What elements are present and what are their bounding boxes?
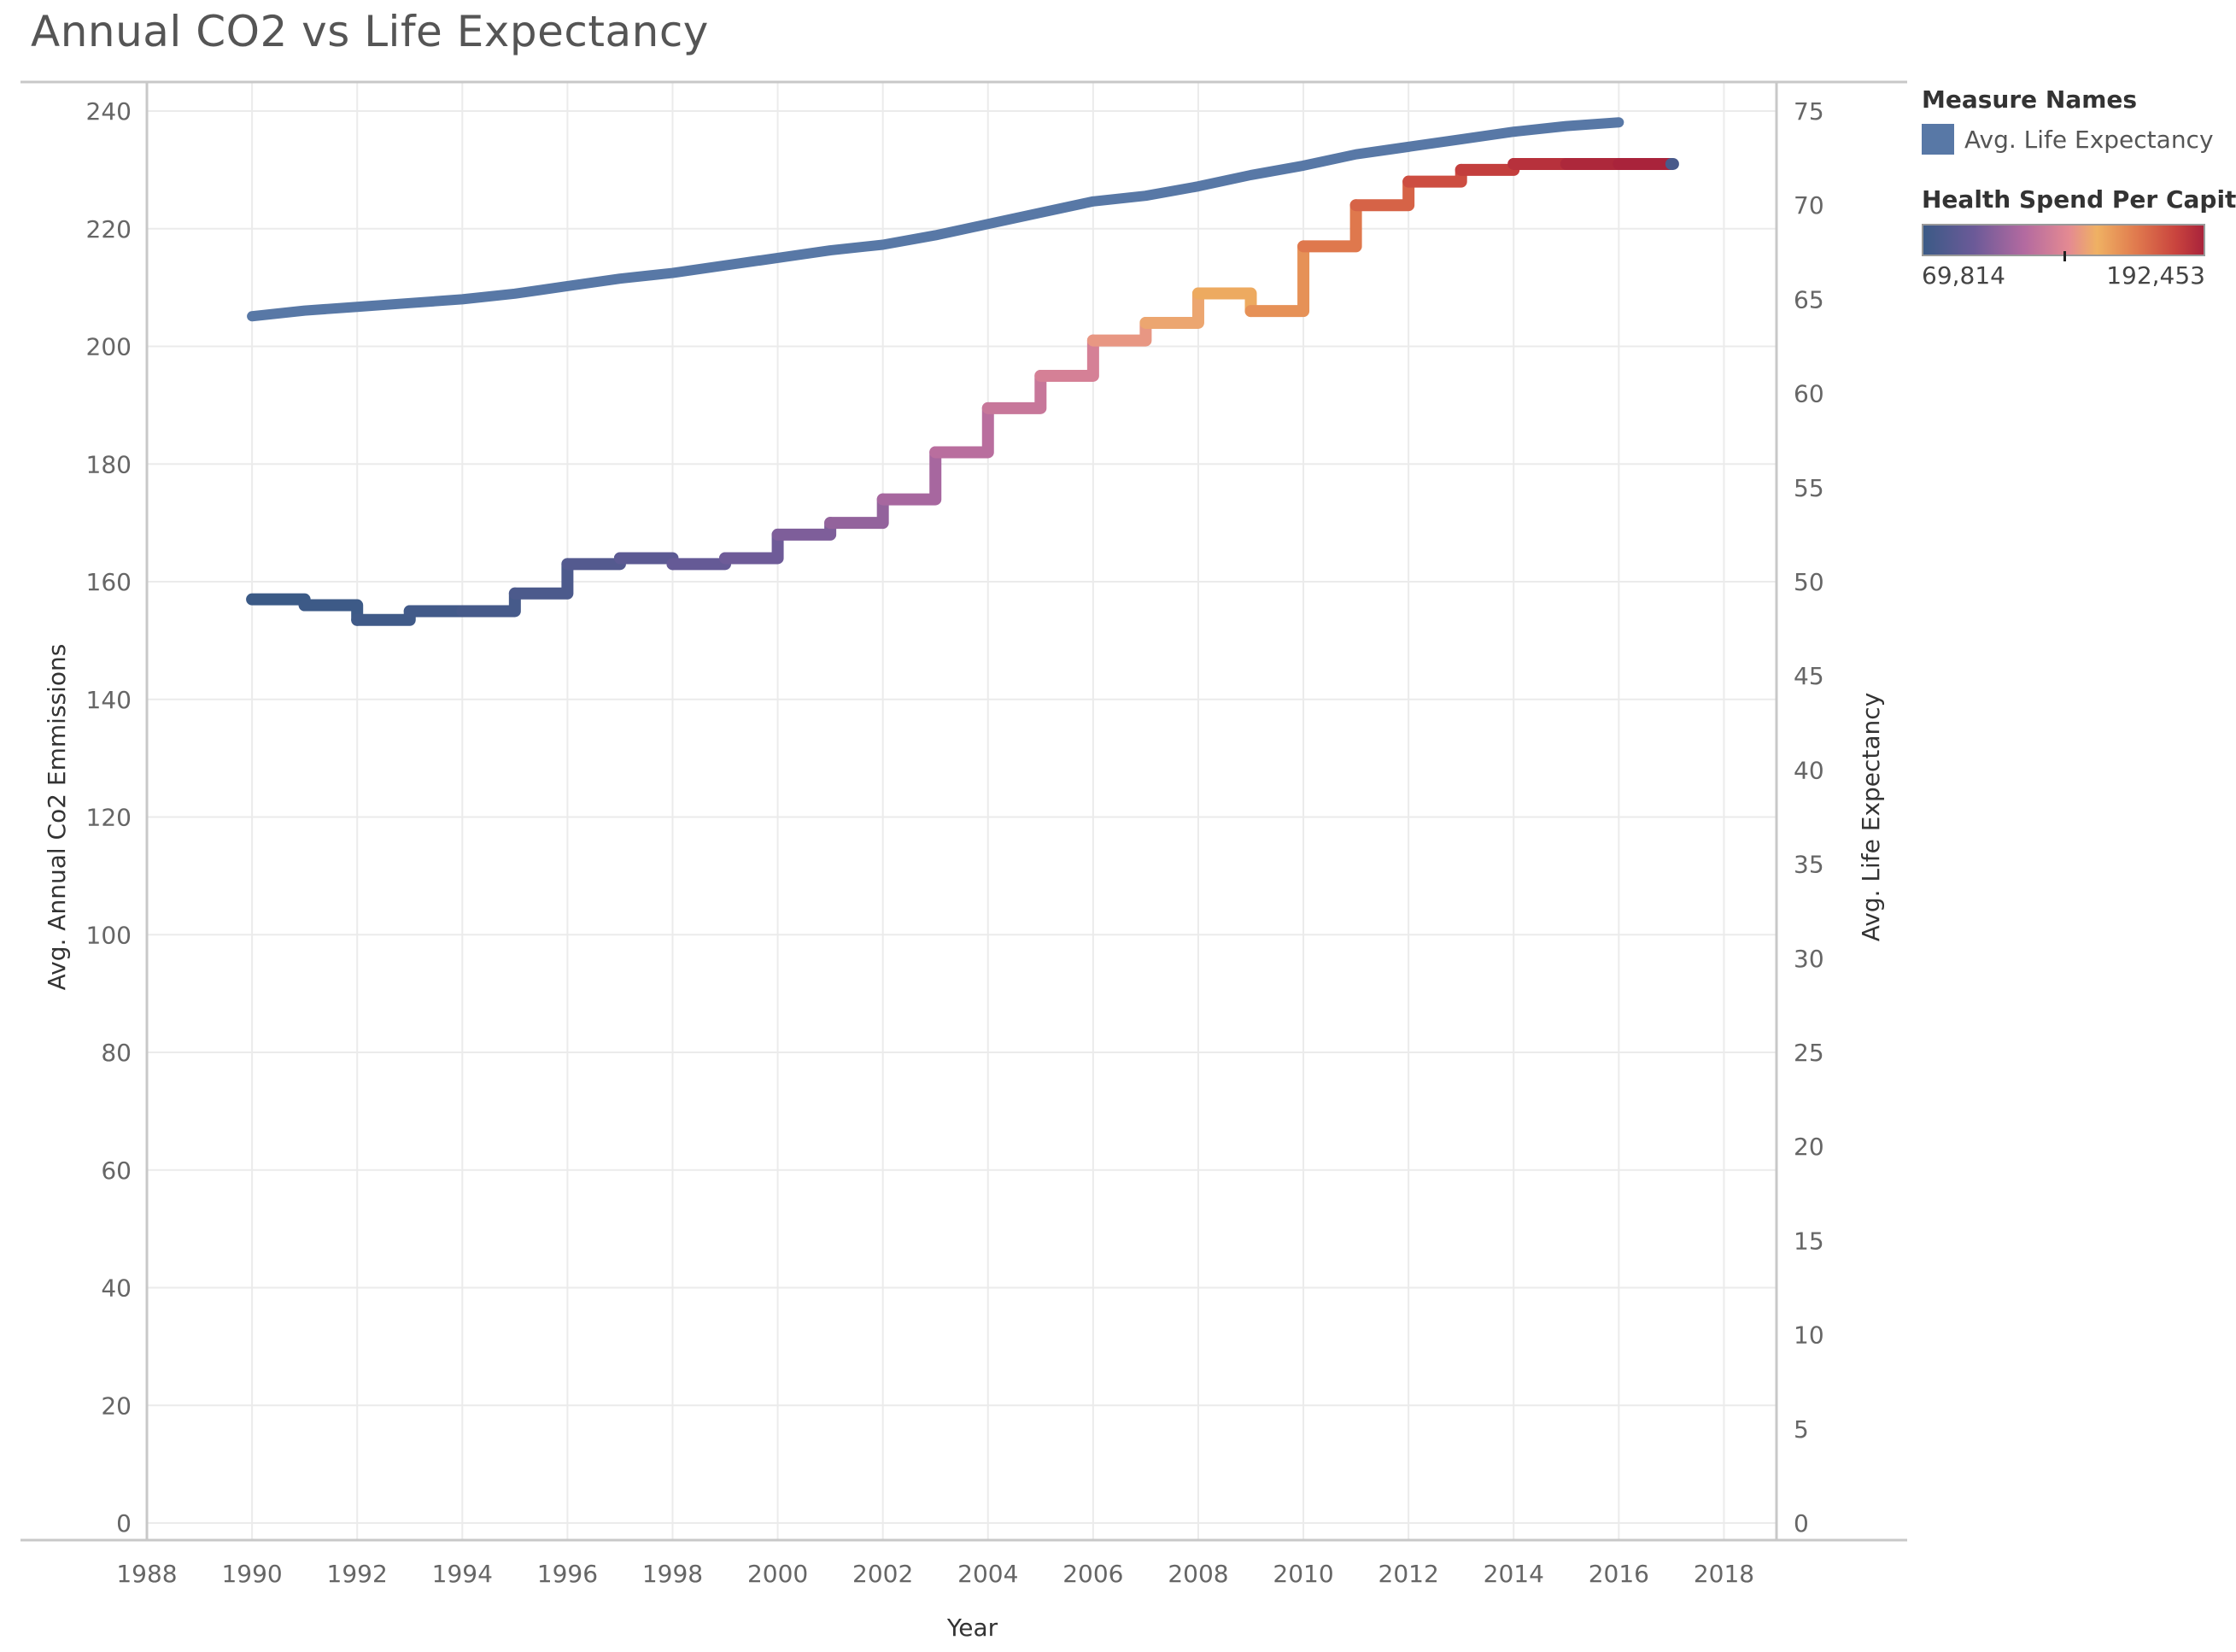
x-tick-label: 2004 [957, 1560, 1018, 1588]
co2-step-segment[interactable] [613, 552, 679, 571]
y-left-tick-label: 20 [101, 1391, 132, 1420]
x-tick-label: 2000 [747, 1560, 808, 1588]
x-axis-title: Year [946, 1614, 998, 1642]
y-right-tick-label: 40 [1794, 756, 1824, 784]
y-left-tick-label: 220 [86, 215, 132, 243]
gradient-midpoint-tick [2063, 251, 2066, 261]
co2-step-segment[interactable] [1191, 287, 1257, 318]
plot-frame [20, 80, 1907, 1542]
co2-step-segment[interactable] [929, 401, 994, 459]
x-tick-label: 1998 [642, 1560, 703, 1588]
y-right-tick-label: 5 [1794, 1415, 1809, 1444]
color-legend-title: Health Spend Per Capita [1922, 185, 2236, 214]
y-right-tick-label: 60 [1794, 380, 1824, 408]
y-right-tick-label: 25 [1794, 1039, 1824, 1067]
y-right-tick-label: 0 [1794, 1509, 1809, 1538]
y-right-tick-label: 65 [1794, 285, 1824, 313]
y-right-tick-label: 30 [1794, 945, 1824, 973]
y-left-tick-label: 240 [86, 97, 132, 126]
life-expectancy-line[interactable] [247, 117, 1624, 322]
gradient-labels: 69,814 192,453 [1922, 261, 2205, 290]
co2-step-segment[interactable] [719, 528, 784, 565]
co2-step-segment[interactable] [561, 552, 626, 571]
x-tick-label: 2012 [1378, 1560, 1439, 1588]
x-tick-label: 2006 [1062, 1560, 1123, 1588]
tick-labels: 0204060801001201401601802002202400510152… [86, 97, 1824, 1588]
co2-step-segment[interactable] [298, 599, 364, 626]
co2-step-segment[interactable] [508, 558, 574, 600]
co2-step-segment[interactable] [1402, 163, 1467, 188]
co2-step-segment[interactable] [351, 605, 416, 626]
y-axis-left-title: Avg. Annual Co2 Emmissions [43, 644, 71, 991]
y-right-tick-label: 70 [1794, 191, 1824, 220]
co2-step-segment[interactable] [456, 587, 521, 618]
color-gradient-bar [1922, 224, 2205, 261]
x-tick-label: 2014 [1484, 1560, 1544, 1588]
legend-label: Avg. Life Expectancy [1964, 125, 2214, 154]
co2-step-segment[interactable] [1244, 240, 1310, 318]
y-left-tick-label: 60 [101, 1157, 132, 1185]
y-left-tick-label: 160 [86, 568, 132, 596]
x-tick-label: 1992 [327, 1560, 388, 1588]
x-tick-label: 2018 [1694, 1560, 1754, 1588]
co2-step-segment[interactable] [824, 493, 889, 530]
co2-step-segment[interactable] [246, 593, 311, 612]
x-tick-label: 1990 [221, 1560, 282, 1588]
y-right-tick-label: 35 [1794, 851, 1824, 879]
gridlines [146, 82, 1777, 1540]
co2-step-segment[interactable] [876, 446, 942, 506]
y-left-tick-label: 180 [86, 450, 132, 478]
co2-step-segment[interactable] [1349, 175, 1415, 212]
y-right-tick-label: 50 [1794, 568, 1824, 596]
y-left-tick-label: 200 [86, 333, 132, 361]
co2-step-segment[interactable] [1086, 316, 1152, 347]
series-layer [246, 117, 1679, 626]
y-right-tick-label: 75 [1794, 97, 1824, 126]
y-right-tick-label: 20 [1794, 1133, 1824, 1161]
co2-step-segment[interactable] [1455, 157, 1520, 176]
y-left-tick-label: 140 [86, 686, 132, 714]
co2-step-segment[interactable] [981, 369, 1047, 414]
co2-step-segment[interactable] [1297, 199, 1362, 253]
x-tick-label: 2010 [1273, 1560, 1333, 1588]
y-left-tick-label: 0 [116, 1509, 132, 1538]
legend-swatch [1922, 124, 1954, 155]
y-left-tick-label: 100 [86, 921, 132, 949]
legend: Measure Names Avg. Life Expectancy Healt… [1922, 85, 2236, 290]
x-tick-label: 1994 [432, 1560, 493, 1588]
y-right-tick-label: 10 [1794, 1321, 1824, 1350]
y-left-tick-label: 120 [86, 804, 132, 832]
y-right-tick-label: 55 [1794, 474, 1824, 502]
y-left-tick-label: 40 [101, 1274, 132, 1303]
y-right-tick-label: 45 [1794, 662, 1824, 690]
x-tick-label: 2008 [1168, 1560, 1228, 1588]
measure-names-legend-title: Measure Names [1922, 85, 2138, 114]
co2-step-segment[interactable] [666, 552, 732, 571]
chart-title: Annual CO2 vs Life Expectancy [31, 7, 709, 56]
legend-item-life-expectancy[interactable]: Avg. Life Expectancy [1922, 124, 2229, 155]
co2-step-segment[interactable] [771, 517, 837, 541]
gradient-max-label: 192,453 [2106, 261, 2205, 290]
y-right-tick-label: 15 [1794, 1227, 1824, 1255]
x-tick-label: 1988 [116, 1560, 177, 1588]
y-axis-right-title: Avg. Life Expectancy [1857, 693, 1885, 942]
co2-step-segment[interactable] [1034, 334, 1099, 382]
x-tick-label: 2016 [1589, 1560, 1649, 1588]
gradient-min-label: 69,814 [1922, 261, 2005, 290]
co2-step-segment[interactable] [1139, 287, 1204, 329]
x-tick-label: 1996 [537, 1560, 598, 1588]
y-left-tick-label: 80 [101, 1039, 132, 1067]
x-tick-label: 2002 [852, 1560, 913, 1588]
